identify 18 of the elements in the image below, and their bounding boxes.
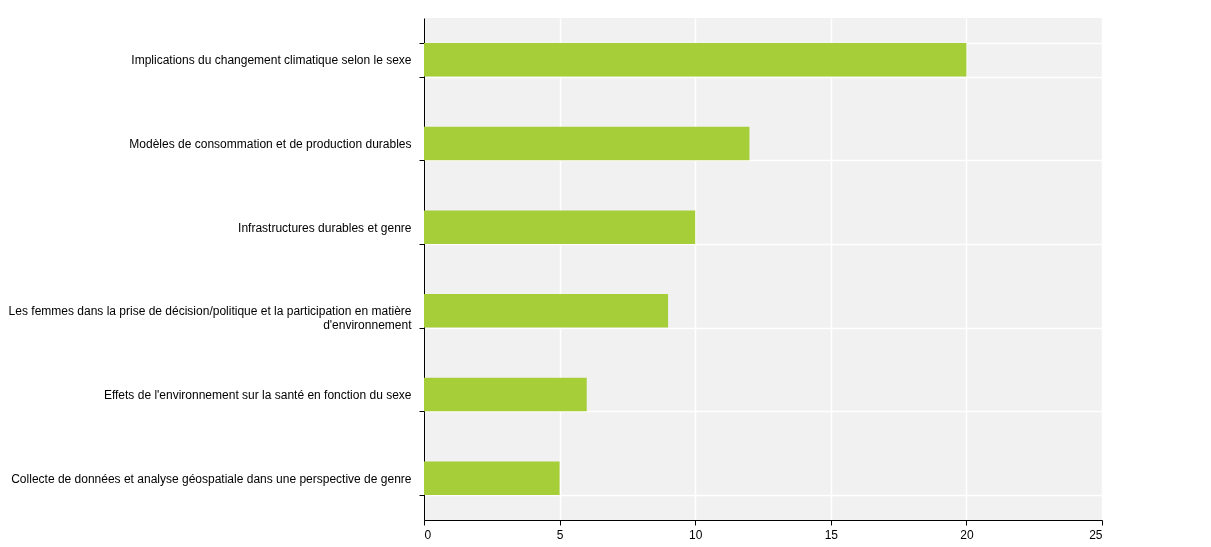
x-tick-label: 15 [824,527,839,542]
bar [424,461,560,495]
x-tick-label: 10 [689,527,703,542]
y-tick-label: Modèles de consommation et de production durables [129,137,412,151]
y-tick-label: Effets de l'environnement sur la santé en fonction du sexe [103,388,412,402]
bar [424,294,669,328]
y-tick-label: Infrastructures durables et genre [238,220,412,235]
x-tick-label: 0 [424,527,432,542]
y-tick-label: Collecte de données et analyse géospatiale dans une perspective de genre [11,471,412,486]
bar [424,210,696,244]
bar [424,126,750,161]
x-tick-label: 5 [556,527,564,542]
x-tick-label: 25 [1089,527,1103,542]
bar [424,43,967,77]
y-tick-label: Les femmes dans la prise de décision/politique et la participation en matière d'environnement [8,304,413,333]
x-tick-label: 20 [960,527,974,542]
bar [424,377,587,412]
y-tick-label: Implications du changement climatique selon le sexe [131,53,412,68]
